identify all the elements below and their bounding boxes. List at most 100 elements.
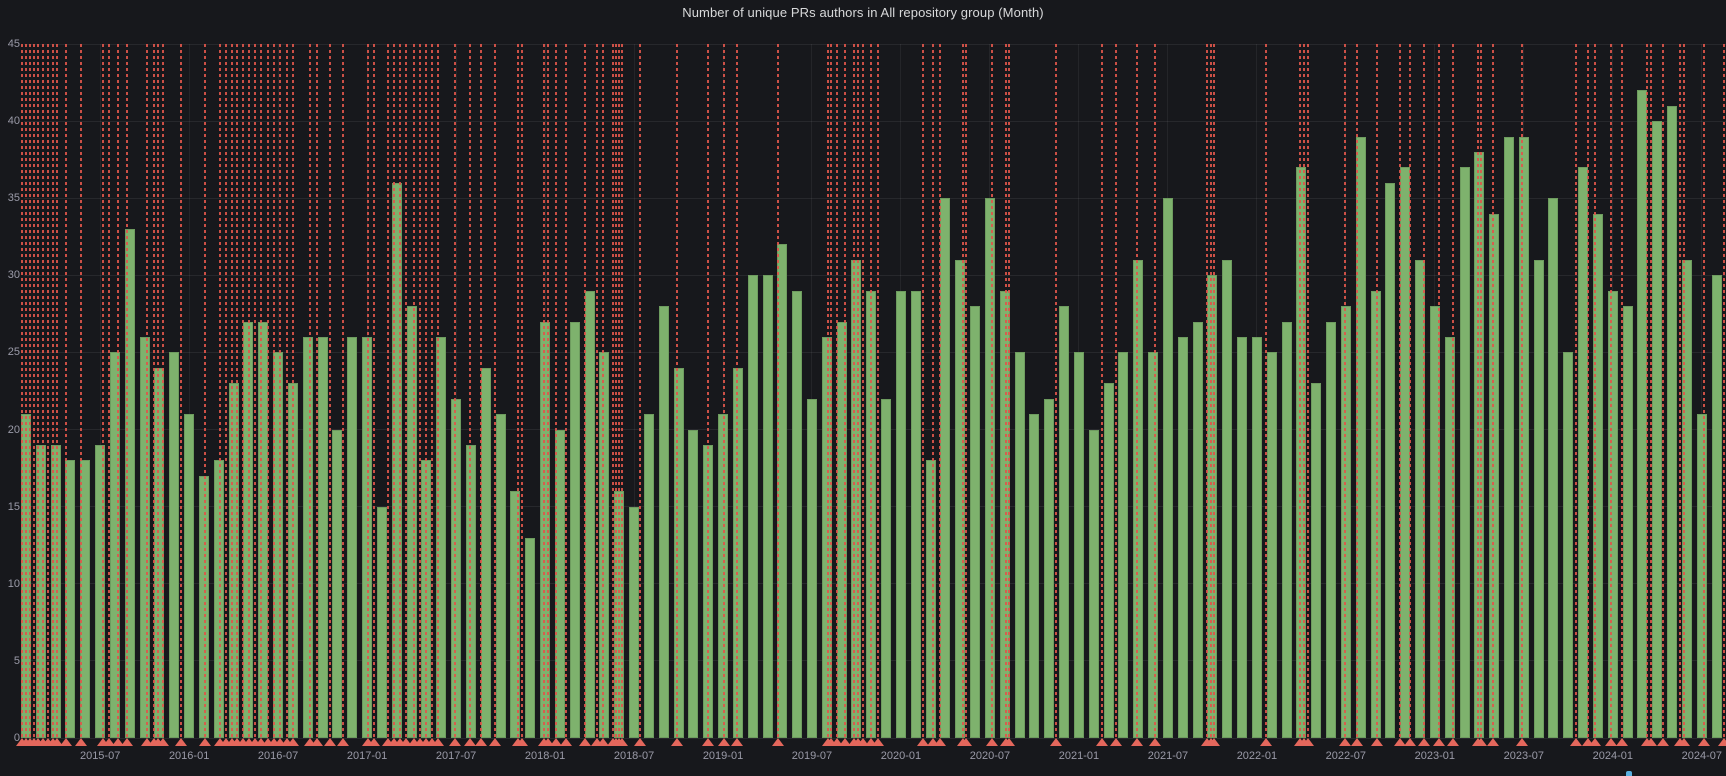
bar-2023-10[interactable] — [1563, 352, 1574, 738]
annotation-marker-icon[interactable] — [1516, 738, 1528, 746]
annotation-line[interactable] — [1344, 44, 1346, 738]
bar-2019-08[interactable] — [821, 337, 832, 738]
annotation-line[interactable] — [248, 44, 250, 738]
annotation-line[interactable] — [21, 44, 23, 738]
annotation-line[interactable] — [1423, 44, 1425, 738]
annotation-marker-icon[interactable] — [865, 738, 877, 746]
bar-2020-12[interactable] — [1059, 306, 1070, 738]
annotation-marker-icon[interactable] — [337, 738, 349, 746]
annotation-line[interactable] — [1154, 44, 1156, 738]
annotation-line[interactable] — [1492, 44, 1494, 738]
bar-2018-04[interactable] — [584, 290, 595, 738]
annotation-marker-icon[interactable] — [103, 738, 115, 746]
annotation-line[interactable] — [480, 44, 482, 738]
bar-2024-02[interactable] — [1622, 306, 1633, 738]
annotation-line[interactable] — [521, 44, 523, 738]
annotation-marker-icon[interactable] — [60, 738, 72, 746]
annotation-line[interactable] — [37, 44, 39, 738]
bar-2019-06[interactable] — [792, 290, 803, 738]
annotation-line[interactable] — [555, 44, 557, 738]
bar-2020-10[interactable] — [1029, 414, 1040, 738]
bar-2021-08[interactable] — [1177, 337, 1188, 738]
annotation-marker-icon[interactable] — [702, 738, 714, 746]
bar-2019-09[interactable] — [836, 321, 847, 738]
annotation-line[interactable] — [1480, 44, 1482, 738]
annotation-marker-icon[interactable] — [1418, 738, 1430, 746]
bar-2022-03[interactable] — [1281, 321, 1292, 738]
bar-2015-10[interactable] — [139, 337, 150, 738]
annotation-marker-icon[interactable] — [1475, 738, 1487, 746]
annotation-marker-icon[interactable] — [1447, 738, 1459, 746]
bar-2022-11[interactable] — [1400, 167, 1411, 738]
bar-2024-03[interactable] — [1637, 90, 1648, 738]
bar-2023-12[interactable] — [1592, 213, 1603, 738]
annotation-line[interactable] — [827, 44, 829, 738]
annotation-marker-icon[interactable] — [1487, 738, 1499, 746]
bar-2021-02[interactable] — [1088, 429, 1099, 738]
bar-2023-06[interactable] — [1504, 136, 1514, 738]
annotation-line[interactable] — [1646, 44, 1648, 738]
annotation-line[interactable] — [676, 44, 678, 738]
bar-2020-02[interactable] — [910, 290, 921, 738]
annotation-line[interactable] — [437, 44, 439, 738]
annotation-marker-icon[interactable] — [1678, 738, 1690, 746]
annotation-marker-icon[interactable] — [1589, 738, 1601, 746]
annotation-line[interactable] — [162, 44, 164, 738]
annotation-line[interactable] — [413, 44, 415, 738]
annotation-line[interactable] — [425, 44, 427, 738]
annotation-marker-icon[interactable] — [157, 738, 169, 746]
annotation-marker-icon[interactable] — [141, 738, 153, 746]
annotation-line[interactable] — [596, 44, 598, 738]
bar-2020-11[interactable] — [1044, 398, 1055, 738]
bar-2023-07[interactable] — [1518, 136, 1529, 738]
bar-2022-06[interactable] — [1326, 321, 1337, 738]
bar-2016-07[interactable] — [273, 352, 284, 738]
annotation-marker-icon[interactable] — [475, 738, 487, 746]
annotation-line[interactable] — [65, 44, 67, 738]
annotation-marker-icon[interactable] — [112, 738, 124, 746]
annotation-line[interactable] — [1265, 44, 1267, 738]
bar-2022-01[interactable] — [1251, 337, 1262, 738]
annotation-line[interactable] — [1438, 44, 1440, 738]
bar-2021-01[interactable] — [1073, 352, 1084, 738]
bar-2020-07[interactable] — [984, 198, 995, 738]
annotation-line[interactable] — [399, 44, 401, 738]
annotation-line[interactable] — [273, 44, 275, 738]
bar-2023-01[interactable] — [1429, 306, 1440, 738]
annotation-line[interactable] — [1210, 44, 1212, 738]
annotation-line[interactable] — [1299, 44, 1301, 738]
bar-2022-05[interactable] — [1311, 383, 1322, 738]
bar-2021-03[interactable] — [1103, 383, 1114, 738]
annotation-line[interactable] — [405, 44, 407, 738]
annotation-marker-icon[interactable] — [1582, 738, 1594, 746]
bar-2020-04[interactable] — [940, 198, 951, 738]
bar-2020-09[interactable] — [1014, 352, 1025, 738]
annotation-line[interactable] — [469, 44, 471, 738]
annotation-marker-icon[interactable] — [51, 738, 63, 746]
annotation-line[interactable] — [1376, 44, 1378, 738]
annotation-line[interactable] — [494, 44, 496, 738]
bar-2018-05[interactable] — [599, 352, 610, 738]
annotation-line[interactable] — [618, 44, 620, 738]
annotation-marker-icon[interactable] — [1096, 738, 1108, 746]
bar-2015-03[interactable] — [35, 444, 46, 738]
annotation-line[interactable] — [877, 44, 879, 738]
bar-2017-11[interactable] — [510, 491, 521, 738]
annotation-marker-icon[interactable] — [1371, 738, 1383, 746]
bar-2017-09[interactable] — [480, 367, 491, 738]
panel-title[interactable]: Number of unique PRs authors in All repo… — [682, 5, 1044, 20]
annotation-line[interactable] — [991, 44, 993, 738]
annotation-line[interactable] — [180, 44, 182, 738]
annotation-line[interactable] — [547, 44, 549, 738]
annotation-marker-icon[interactable] — [1404, 738, 1416, 746]
annotation-marker-icon[interactable] — [1605, 738, 1617, 746]
annotation-line[interactable] — [387, 44, 389, 738]
annotation-marker-icon[interactable] — [1208, 738, 1220, 746]
annotation-line[interactable] — [584, 44, 586, 738]
annotation-marker-icon[interactable] — [1657, 738, 1669, 746]
bar-2015-09[interactable] — [124, 229, 135, 738]
bar-2015-08[interactable] — [109, 352, 120, 738]
annotation-line[interactable] — [1594, 44, 1596, 738]
annotation-line[interactable] — [1662, 44, 1664, 738]
bar-2019-10[interactable] — [851, 259, 862, 738]
